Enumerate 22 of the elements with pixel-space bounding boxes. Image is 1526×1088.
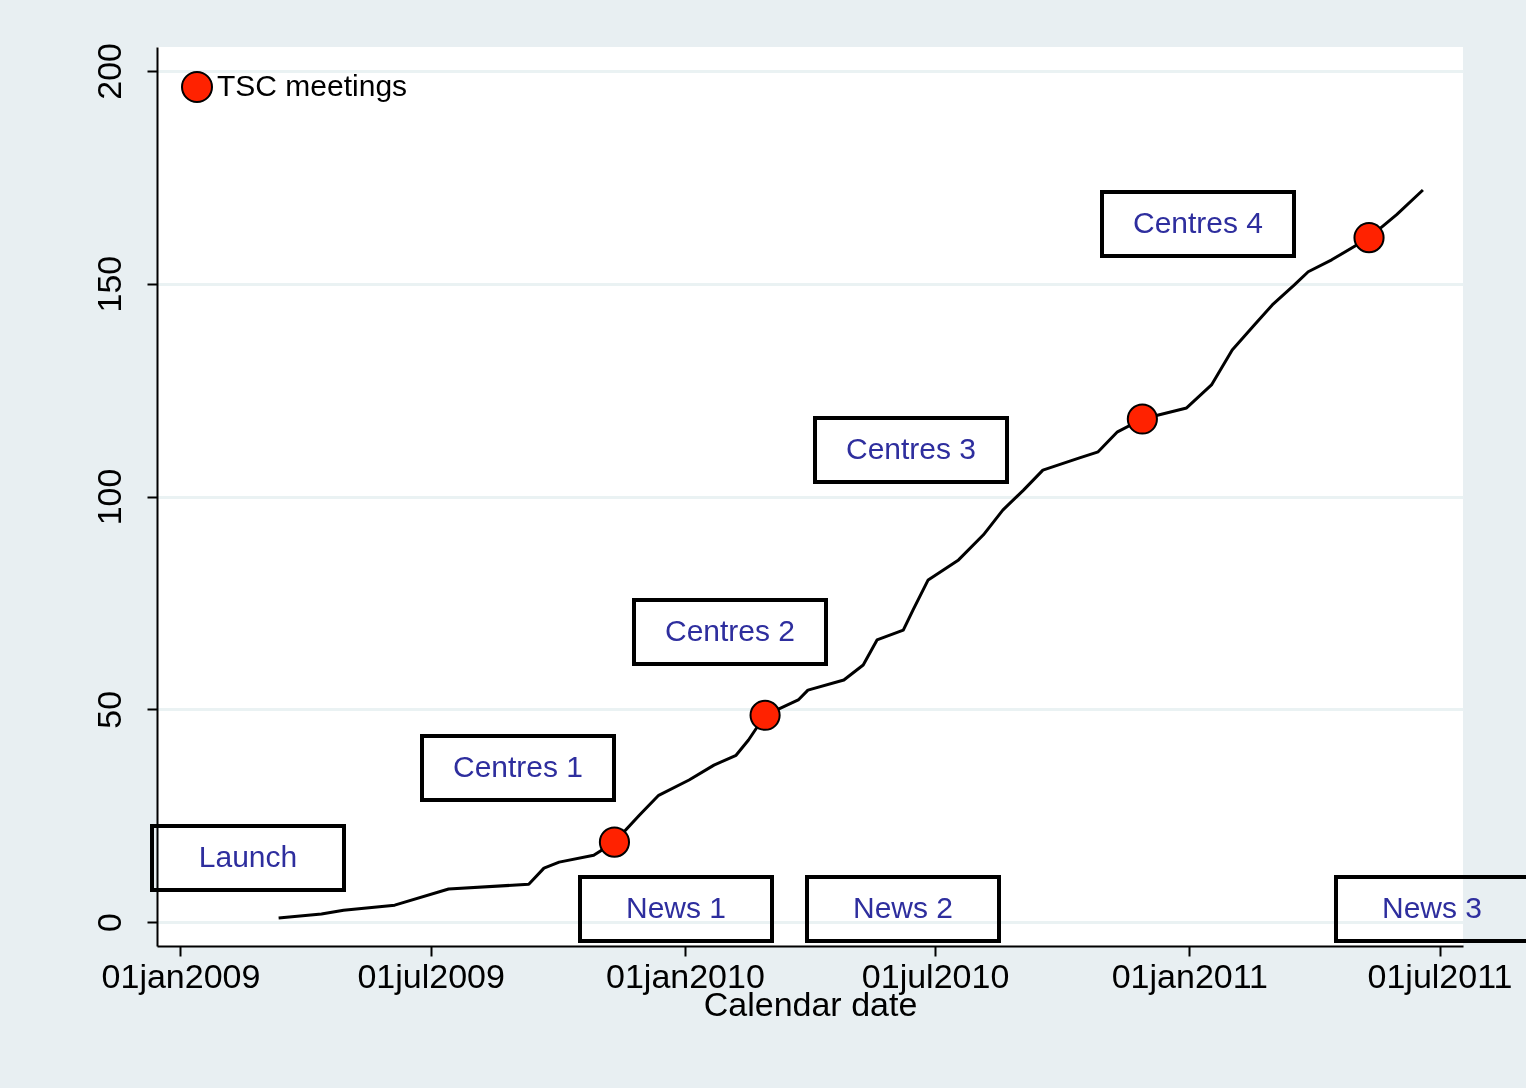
- y-tick-label: 0: [89, 913, 128, 933]
- y-tick-label: 200: [89, 42, 128, 100]
- annotation: Centres 4: [1132, 206, 1264, 239]
- x-tick-label: 01jan2011: [1111, 956, 1269, 995]
- x-tick-label: 01jul2011: [1367, 956, 1513, 995]
- point: [598, 826, 631, 858]
- annotation: Centres 3: [845, 432, 977, 465]
- x-tick-label: 01jan2009: [101, 956, 261, 995]
- annotation: News 3: [1381, 891, 1483, 924]
- point: [749, 699, 781, 731]
- y-tick-label: 50: [89, 690, 128, 729]
- x-tick-label: 01jul2009: [357, 956, 505, 995]
- annotation: News 1: [625, 891, 727, 924]
- point: [1126, 403, 1158, 435]
- y-tick-label: 150: [89, 255, 128, 313]
- annotation: Centres 2: [664, 614, 796, 647]
- y-tick-label: 100: [89, 468, 128, 526]
- annotation: Launch: [198, 840, 298, 873]
- legend-label: TSC meetings: [217, 69, 408, 102]
- annotation: Centres 1: [452, 750, 584, 783]
- point: [1353, 222, 1385, 254]
- annotation: News 2: [852, 891, 954, 924]
